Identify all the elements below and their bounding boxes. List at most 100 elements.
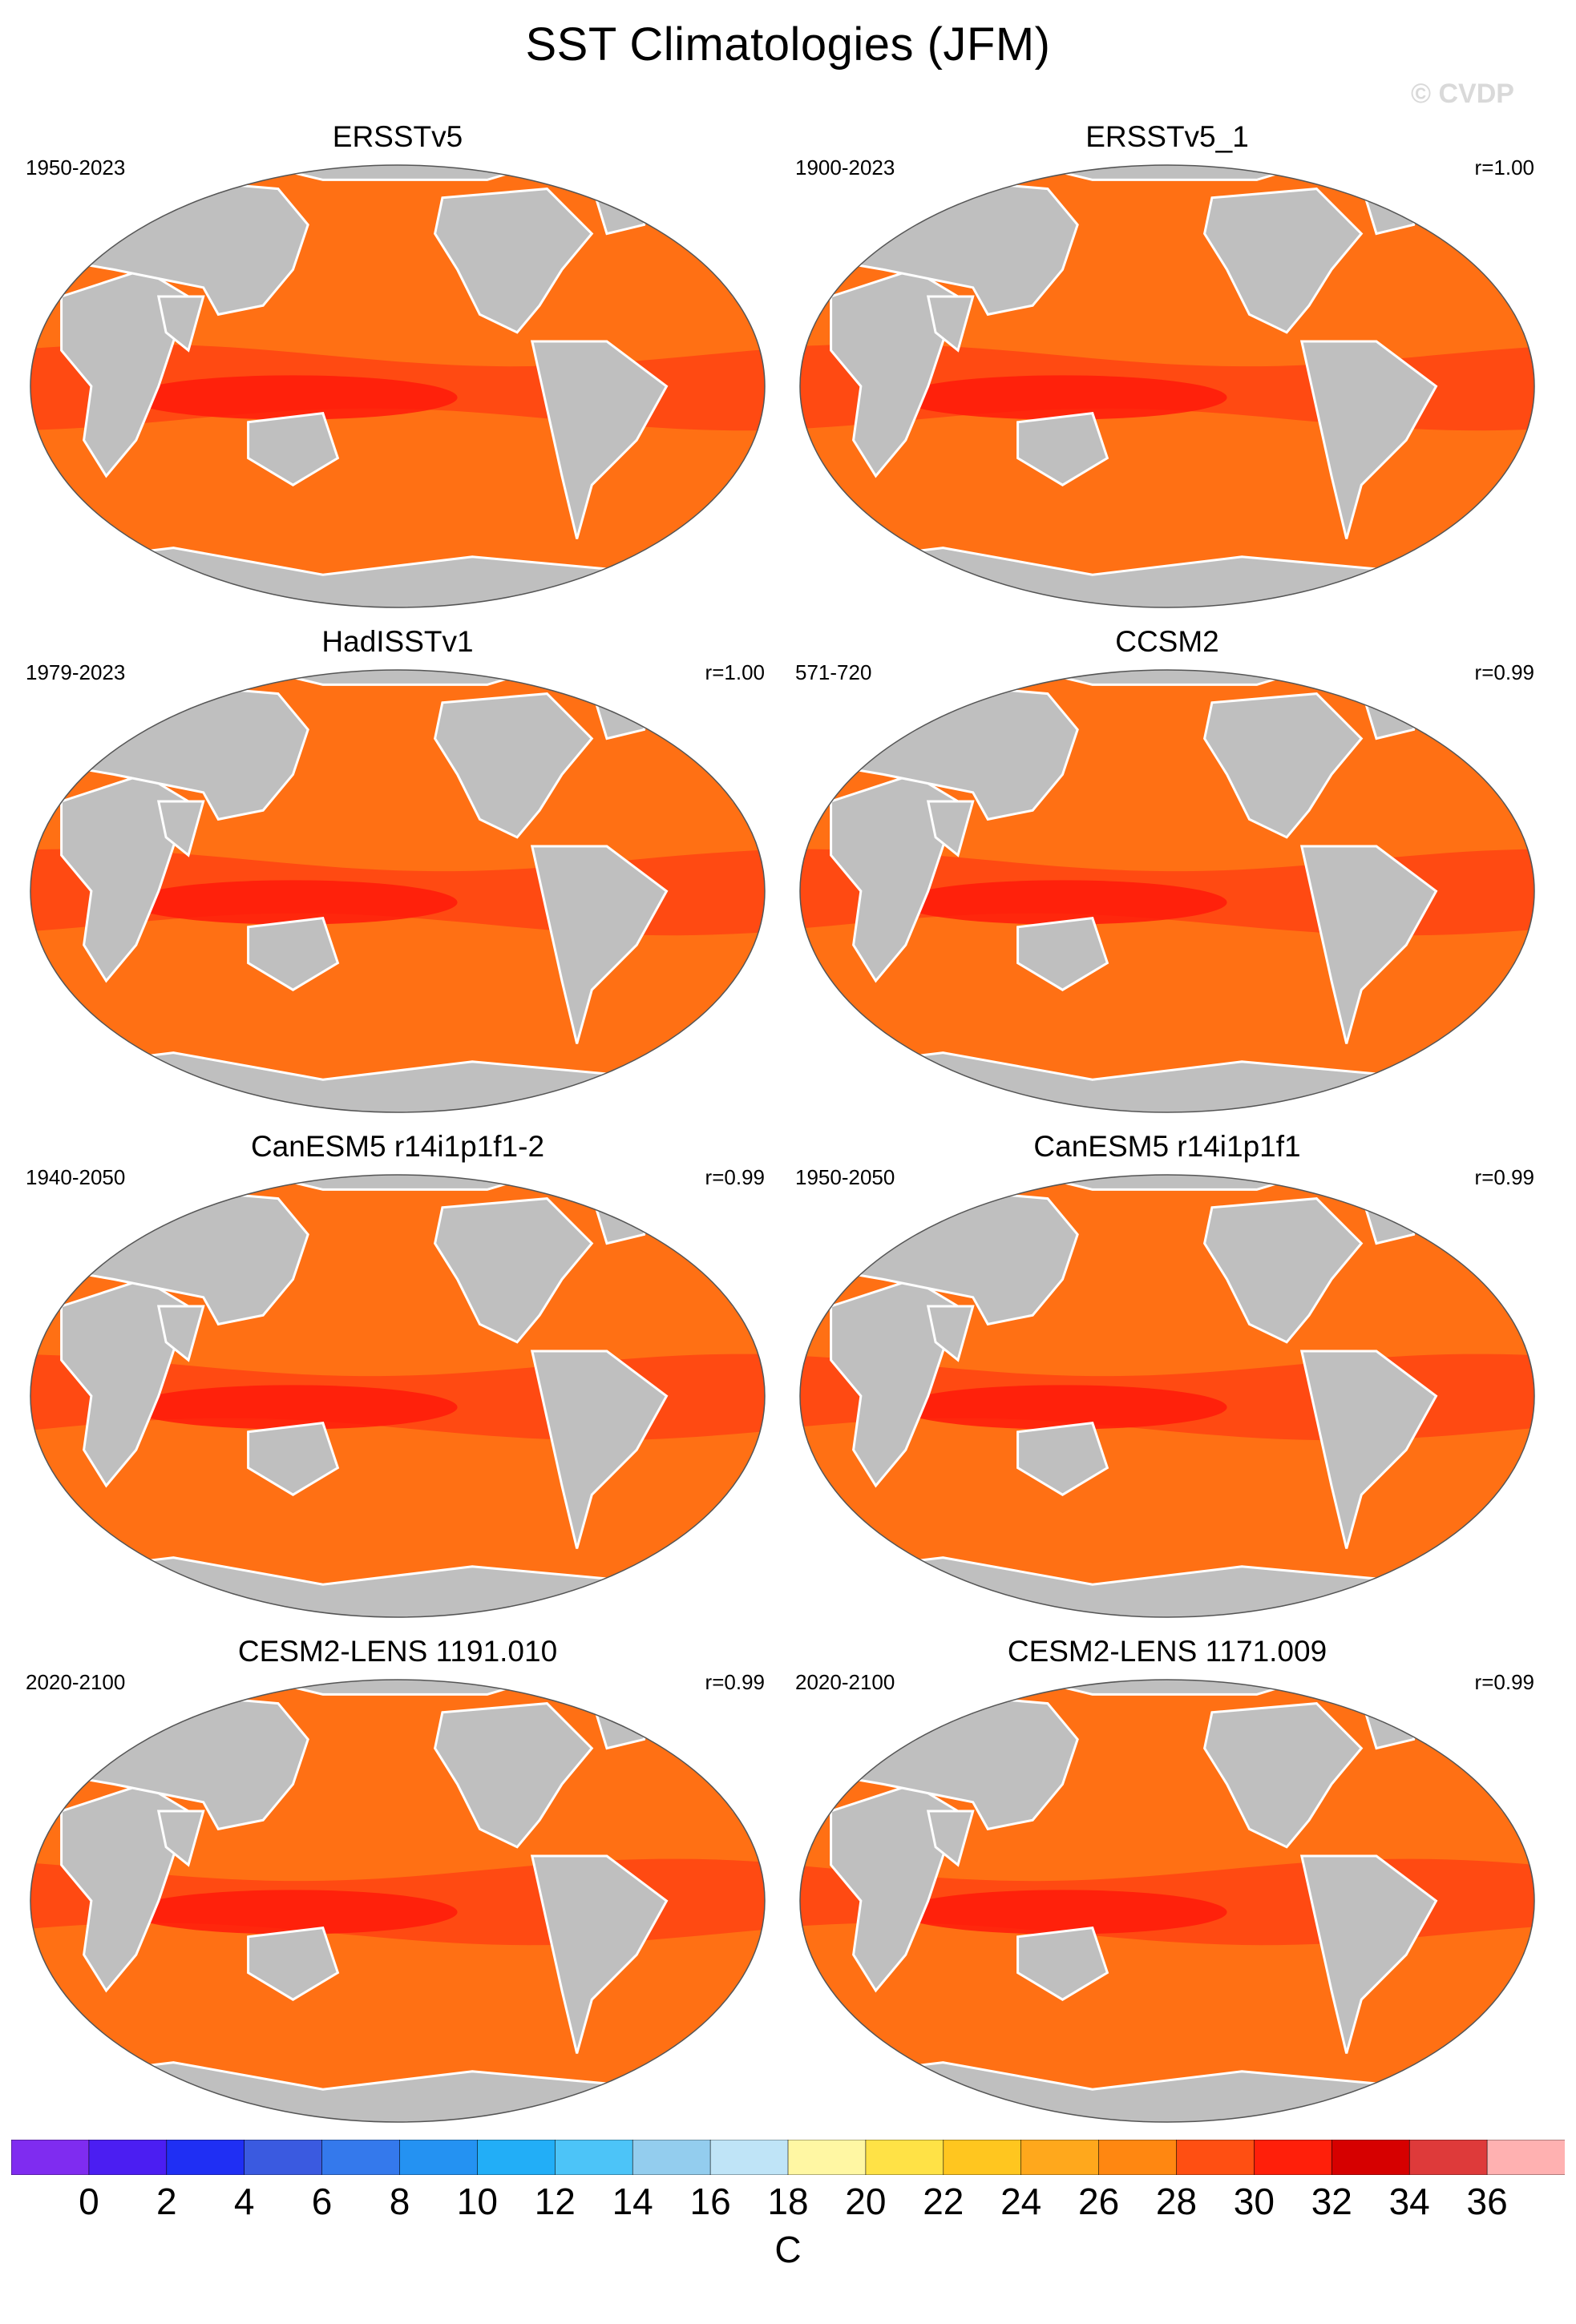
colorbar-segment xyxy=(399,2140,479,2175)
world-map xyxy=(30,1679,766,2123)
colorbar-segment xyxy=(1098,2140,1178,2175)
panel-correlation: r=0.99 xyxy=(1474,660,1534,684)
land-mass xyxy=(1016,411,1109,486)
panel-correlation: r=1.00 xyxy=(705,660,765,684)
colorbar-segment xyxy=(865,2140,944,2175)
panel-title: HadISSTv1 xyxy=(321,625,474,658)
colorbar-segment xyxy=(554,2140,633,2175)
land-mass xyxy=(60,1277,190,1488)
world-map xyxy=(799,1174,1535,1618)
land-mass xyxy=(434,1702,594,1849)
map-panel: CanESM5 r14i1p1f1 1950-2050 r=0.99 xyxy=(794,1130,1541,1627)
colorbar-tick-label: 30 xyxy=(1233,2181,1275,2222)
panel-period: 1950-2023 xyxy=(26,155,126,180)
colorbar-tick-label: 4 xyxy=(233,2181,255,2222)
land-mass xyxy=(830,1277,960,1488)
land-mass xyxy=(1016,916,1109,991)
world-map xyxy=(799,669,1535,1113)
panel-period: 2020-2100 xyxy=(795,1670,895,1694)
land-mass xyxy=(247,1926,340,2001)
land-mass xyxy=(247,411,340,486)
panel-title: ERSSTv5 xyxy=(332,120,463,153)
land-mass xyxy=(1203,692,1364,839)
map-panel: HadISSTv1 1979-2023 r=1.00 xyxy=(24,625,771,1122)
land-mass xyxy=(1203,188,1364,334)
colorbar-segment xyxy=(88,2140,168,2175)
warm-pool xyxy=(898,375,1227,420)
land-mass xyxy=(1016,1926,1109,2001)
warm-pool xyxy=(128,1385,458,1430)
colorbar-tick-label: 16 xyxy=(689,2181,731,2222)
colorbar-tick-label: 14 xyxy=(612,2181,653,2222)
colorbar-tick-label: 6 xyxy=(311,2181,333,2222)
warm-pool xyxy=(128,1890,458,1935)
map-panel: CanESM5 r14i1p1f1-2 1940-2050 r=0.99 xyxy=(24,1130,771,1627)
panel-correlation: r=0.99 xyxy=(705,1165,765,1189)
colorbar-segment xyxy=(1332,2140,1411,2175)
panel-correlation: r=0.99 xyxy=(705,1670,765,1694)
colorbar-tick-label: 10 xyxy=(456,2181,498,2222)
colorbar-segment xyxy=(1254,2140,1333,2175)
map-panel: CCSM2 571-720 r=0.99 xyxy=(794,625,1541,1122)
world-map xyxy=(30,164,766,608)
colorbar-segment xyxy=(1408,2140,1488,2175)
land-mass xyxy=(434,188,594,334)
colorbar-tick-label: 2 xyxy=(156,2181,177,2222)
panel-period: 1900-2023 xyxy=(795,155,895,180)
land-mass xyxy=(1299,1854,1438,2054)
land-mass xyxy=(530,845,669,1044)
panel-period: 571-720 xyxy=(795,660,872,684)
land-mass xyxy=(1203,1702,1364,1849)
land-mass xyxy=(926,295,975,353)
land-mass xyxy=(156,295,205,353)
panel-period: 1979-2023 xyxy=(26,660,126,684)
land-mass xyxy=(434,1197,594,1344)
colorbar-segment xyxy=(11,2140,90,2175)
land-mass xyxy=(926,1305,975,1362)
land-mass xyxy=(156,1810,205,1867)
colorbar-segment xyxy=(244,2140,323,2175)
panel-period: 2020-2100 xyxy=(26,1670,126,1694)
colorbar-tick-label: 20 xyxy=(845,2181,887,2222)
land-mass xyxy=(1299,845,1438,1044)
world-map xyxy=(799,1679,1535,2123)
map-outline xyxy=(30,669,766,1113)
map-panel: ERSSTv5 1950-2023 xyxy=(24,120,771,617)
map-outline xyxy=(799,164,1535,608)
land-mass xyxy=(60,268,190,478)
panel-title: ERSSTv5_1 xyxy=(1085,120,1249,153)
panel-title: CCSM2 xyxy=(1115,625,1219,658)
colorbar-tick-label: 0 xyxy=(79,2181,99,2222)
panel-period: 1940-2050 xyxy=(26,1165,126,1189)
warm-pool xyxy=(128,375,458,420)
map-panel: ERSSTv5_1 1900-2023 r=1.00 xyxy=(794,120,1541,617)
panel-title: CESM2-LENS 1171.009 xyxy=(1007,1635,1327,1668)
world-map xyxy=(30,1174,766,1618)
panel-title: CanESM5 r14i1p1f1-2 xyxy=(250,1130,545,1163)
map-outline xyxy=(30,1679,766,2123)
colorbar-segment xyxy=(787,2140,867,2175)
colorbar xyxy=(11,2140,1565,2175)
panel-title: CESM2-LENS 1191.010 xyxy=(237,1635,558,1668)
map-outline xyxy=(799,1679,1535,2123)
colorbar-segment xyxy=(477,2140,556,2175)
land-mass xyxy=(60,1782,190,1993)
colorbar-segment xyxy=(943,2140,1022,2175)
colorbar-segment xyxy=(321,2140,401,2175)
colorbar-tick-label: 28 xyxy=(1155,2181,1198,2222)
page-title: SST Climatologies (JFM) xyxy=(525,18,1051,71)
land-mass xyxy=(926,1810,975,1867)
land-mass xyxy=(247,1421,340,1496)
watermark: © CVDP xyxy=(1411,79,1514,109)
land-mass xyxy=(1203,1197,1364,1344)
colorbar-tick-label: 26 xyxy=(1078,2181,1120,2222)
land-mass xyxy=(1299,340,1438,539)
map-outline xyxy=(30,1174,766,1618)
colorbar-segment xyxy=(709,2140,789,2175)
colorbar-tick-label: 18 xyxy=(767,2181,809,2222)
map-outline xyxy=(30,164,766,608)
map-panel: CESM2-LENS 1191.010 2020-2100 r=0.99 xyxy=(24,1635,771,2132)
land-mass xyxy=(530,340,669,539)
colorbar-tick-label: 12 xyxy=(534,2181,576,2222)
land-mass xyxy=(830,773,960,983)
